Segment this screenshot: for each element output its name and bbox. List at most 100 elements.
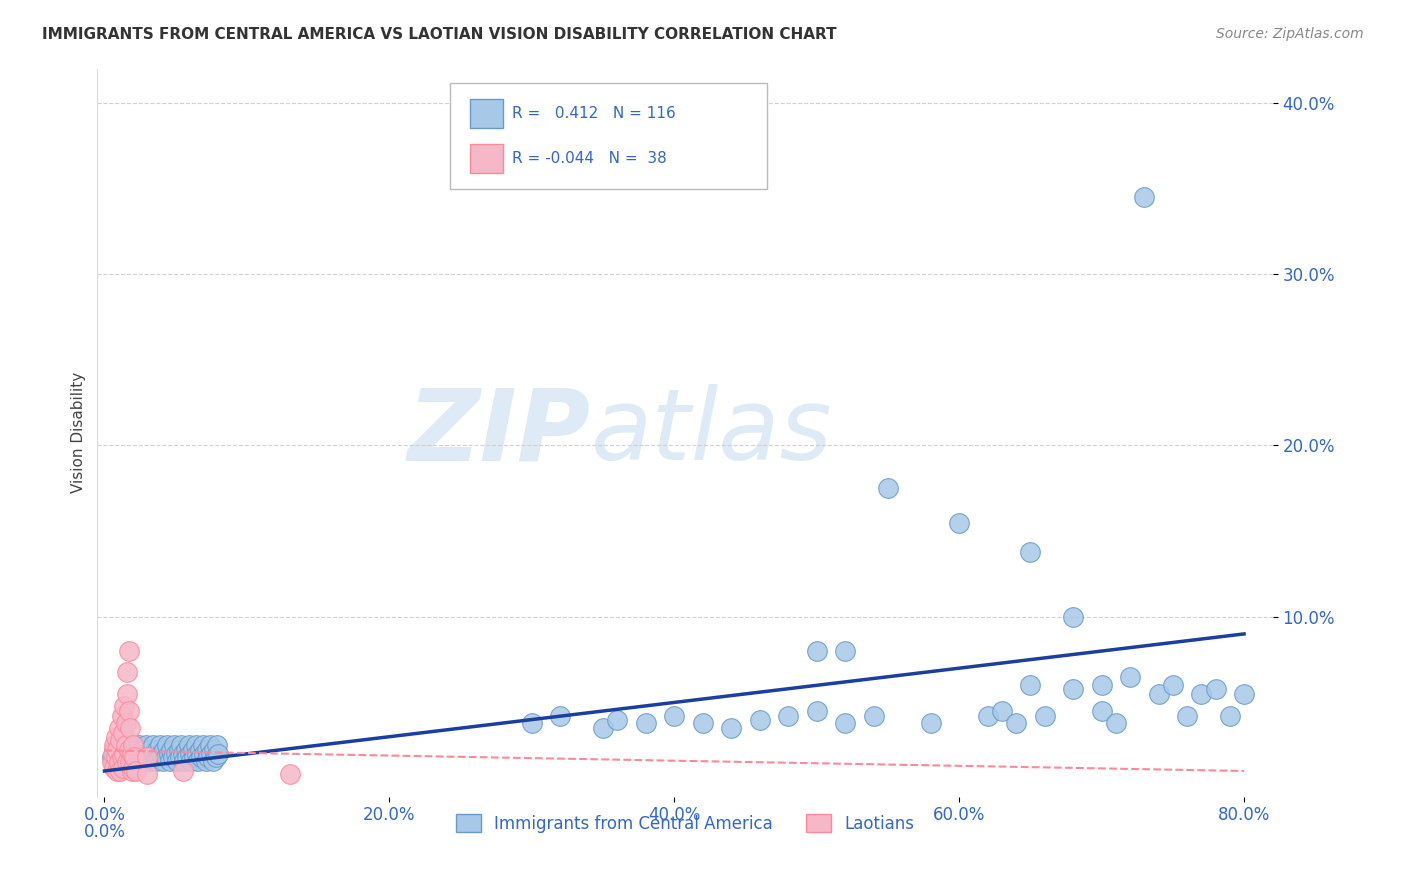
Point [1189,687,1212,701]
Point [186,747,208,761]
Point [125,764,148,778]
Point [104,750,127,764]
Point [124,750,146,764]
Point [181,743,204,757]
Point [105,739,128,753]
Point [1119,670,1142,684]
Point [1105,716,1128,731]
Point [100,750,122,764]
Point [132,743,155,757]
Point [1133,190,1156,204]
Point [121,739,143,753]
Bar [470,144,503,173]
Point [1019,544,1042,558]
Point [1005,716,1028,731]
Point [143,747,166,761]
Point [720,721,742,735]
Point [152,754,174,768]
Point [118,743,141,757]
Bar [470,98,503,128]
Point [163,739,186,753]
Point [142,739,165,753]
Text: IMMIGRANTS FROM CENTRAL AMERICA VS LAOTIAN VISION DISABILITY CORRELATION CHART: IMMIGRANTS FROM CENTRAL AMERICA VS LAOTI… [42,27,837,42]
Point [1147,687,1170,701]
Point [1175,709,1198,723]
Point [176,750,198,764]
Point [1091,704,1114,718]
Point [188,743,211,757]
Point [111,760,134,774]
Point [834,716,856,731]
Point [122,739,145,753]
Text: R =   0.412   N = 116: R = 0.412 N = 116 [512,106,676,120]
Y-axis label: Vision Disability: Vision Disability [72,372,86,493]
Point [1219,709,1241,723]
Point [108,764,131,778]
Point [191,739,214,753]
Point [1019,678,1042,692]
Point [118,704,141,718]
Point [108,754,131,768]
Point [592,721,614,735]
Point [115,747,138,761]
Point [748,713,770,727]
Point [146,743,169,757]
Point [107,747,129,761]
Point [205,739,228,753]
FancyBboxPatch shape [450,83,768,189]
Point [122,760,145,774]
Point [173,754,195,768]
Point [129,747,152,761]
Point [1161,678,1184,692]
Point [157,747,180,761]
Point [111,726,134,740]
Point [118,644,141,658]
Point [110,743,132,757]
Point [117,687,139,701]
Point [115,716,138,731]
Point [877,481,900,495]
Point [136,750,159,764]
Point [112,739,135,753]
Point [201,754,224,768]
Point [202,743,225,757]
Point [190,750,212,764]
Point [1062,681,1084,696]
Point [122,747,145,761]
Point [1033,709,1056,723]
Point [920,716,942,731]
Point [107,721,129,735]
Point [278,767,301,781]
Point [112,747,135,761]
Point [101,747,124,761]
Point [1062,609,1084,624]
Point [117,756,139,770]
Point [150,747,173,761]
Point [107,756,129,770]
Point [204,750,226,764]
Point [156,739,179,753]
Point [124,754,146,768]
Point [153,743,176,757]
Point [197,750,219,764]
Point [117,756,139,770]
Point [1205,681,1227,696]
Point [634,716,657,731]
Point [135,739,157,753]
Point [806,644,828,658]
Point [179,747,201,761]
Point [120,721,142,735]
Point [200,747,222,761]
Point [138,754,160,768]
Point [170,739,193,753]
Point [103,743,125,757]
Point [806,704,828,718]
Point [108,733,131,747]
Point [139,743,162,757]
Point [606,713,628,727]
Point [115,739,138,753]
Point [136,767,159,781]
Point [160,743,183,757]
Point [104,756,127,770]
Text: 0.0%: 0.0% [83,822,125,841]
